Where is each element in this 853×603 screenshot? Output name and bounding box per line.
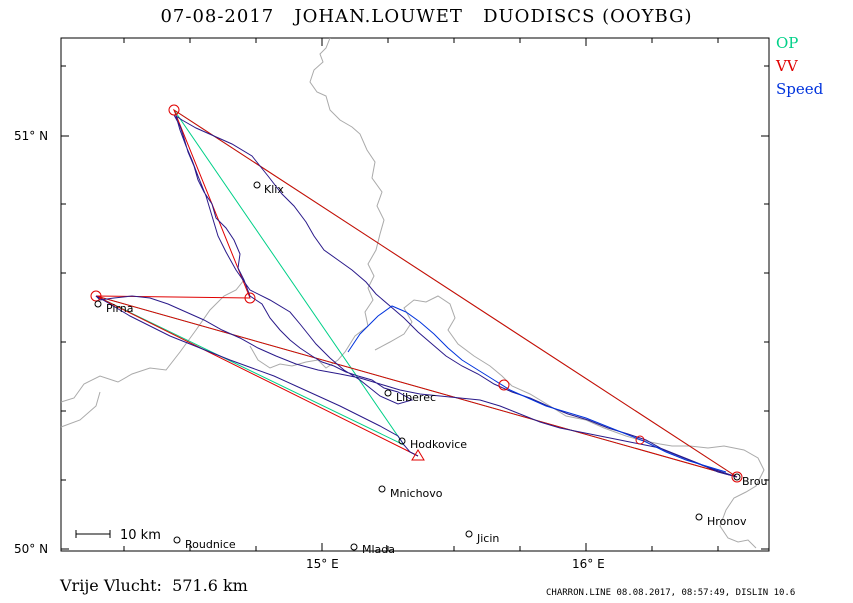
flight-track: [95, 114, 738, 478]
town-hronov: Hronov: [707, 515, 747, 528]
lat-label-51: 51° N: [14, 129, 48, 143]
route-op: [95, 109, 738, 478]
legend-vv: VV: [776, 57, 798, 75]
map-title: 07-08-2017 JOHAN.LOUWET DUODISCS (OOYBG): [160, 6, 693, 27]
distance-text: Vrije Vlucht: 571.6 km: [60, 576, 248, 595]
lat-label-50: 50° N: [14, 542, 48, 556]
town-mnichovo: Mnichovo: [390, 487, 443, 500]
credit-text: CHARRON.LINE 08.08.2017, 08:57:49, DISLI…: [546, 588, 796, 598]
town-klix: Klix: [264, 183, 284, 196]
lon-label-16: 16° E: [572, 557, 605, 571]
town-brou: Brou: [742, 475, 768, 488]
axis-ticks: [61, 38, 769, 551]
country-borders: [60, 37, 765, 549]
town-jicin: Jicin: [476, 532, 499, 545]
legend-op: OP: [776, 34, 799, 52]
scale-bar-label: 10 km: [120, 528, 161, 543]
map-frame: [60, 37, 770, 552]
town-roudnice: Roudnice: [185, 538, 236, 551]
lon-label-15: 15° E: [306, 557, 339, 571]
town-pirna: Pirna: [106, 302, 134, 315]
town-liberec: Liberec: [396, 391, 436, 404]
town-mlada: Mlada: [362, 543, 395, 556]
town-markers: [94, 181, 741, 551]
speed-track: [347, 305, 727, 473]
legend-speed: Speed: [776, 80, 824, 98]
route-vv: [95, 108, 738, 478]
turnpoints: [90, 104, 743, 483]
town-hodkovice: Hodkovice: [410, 438, 467, 451]
scale-bar: 10 km: [75, 528, 161, 543]
